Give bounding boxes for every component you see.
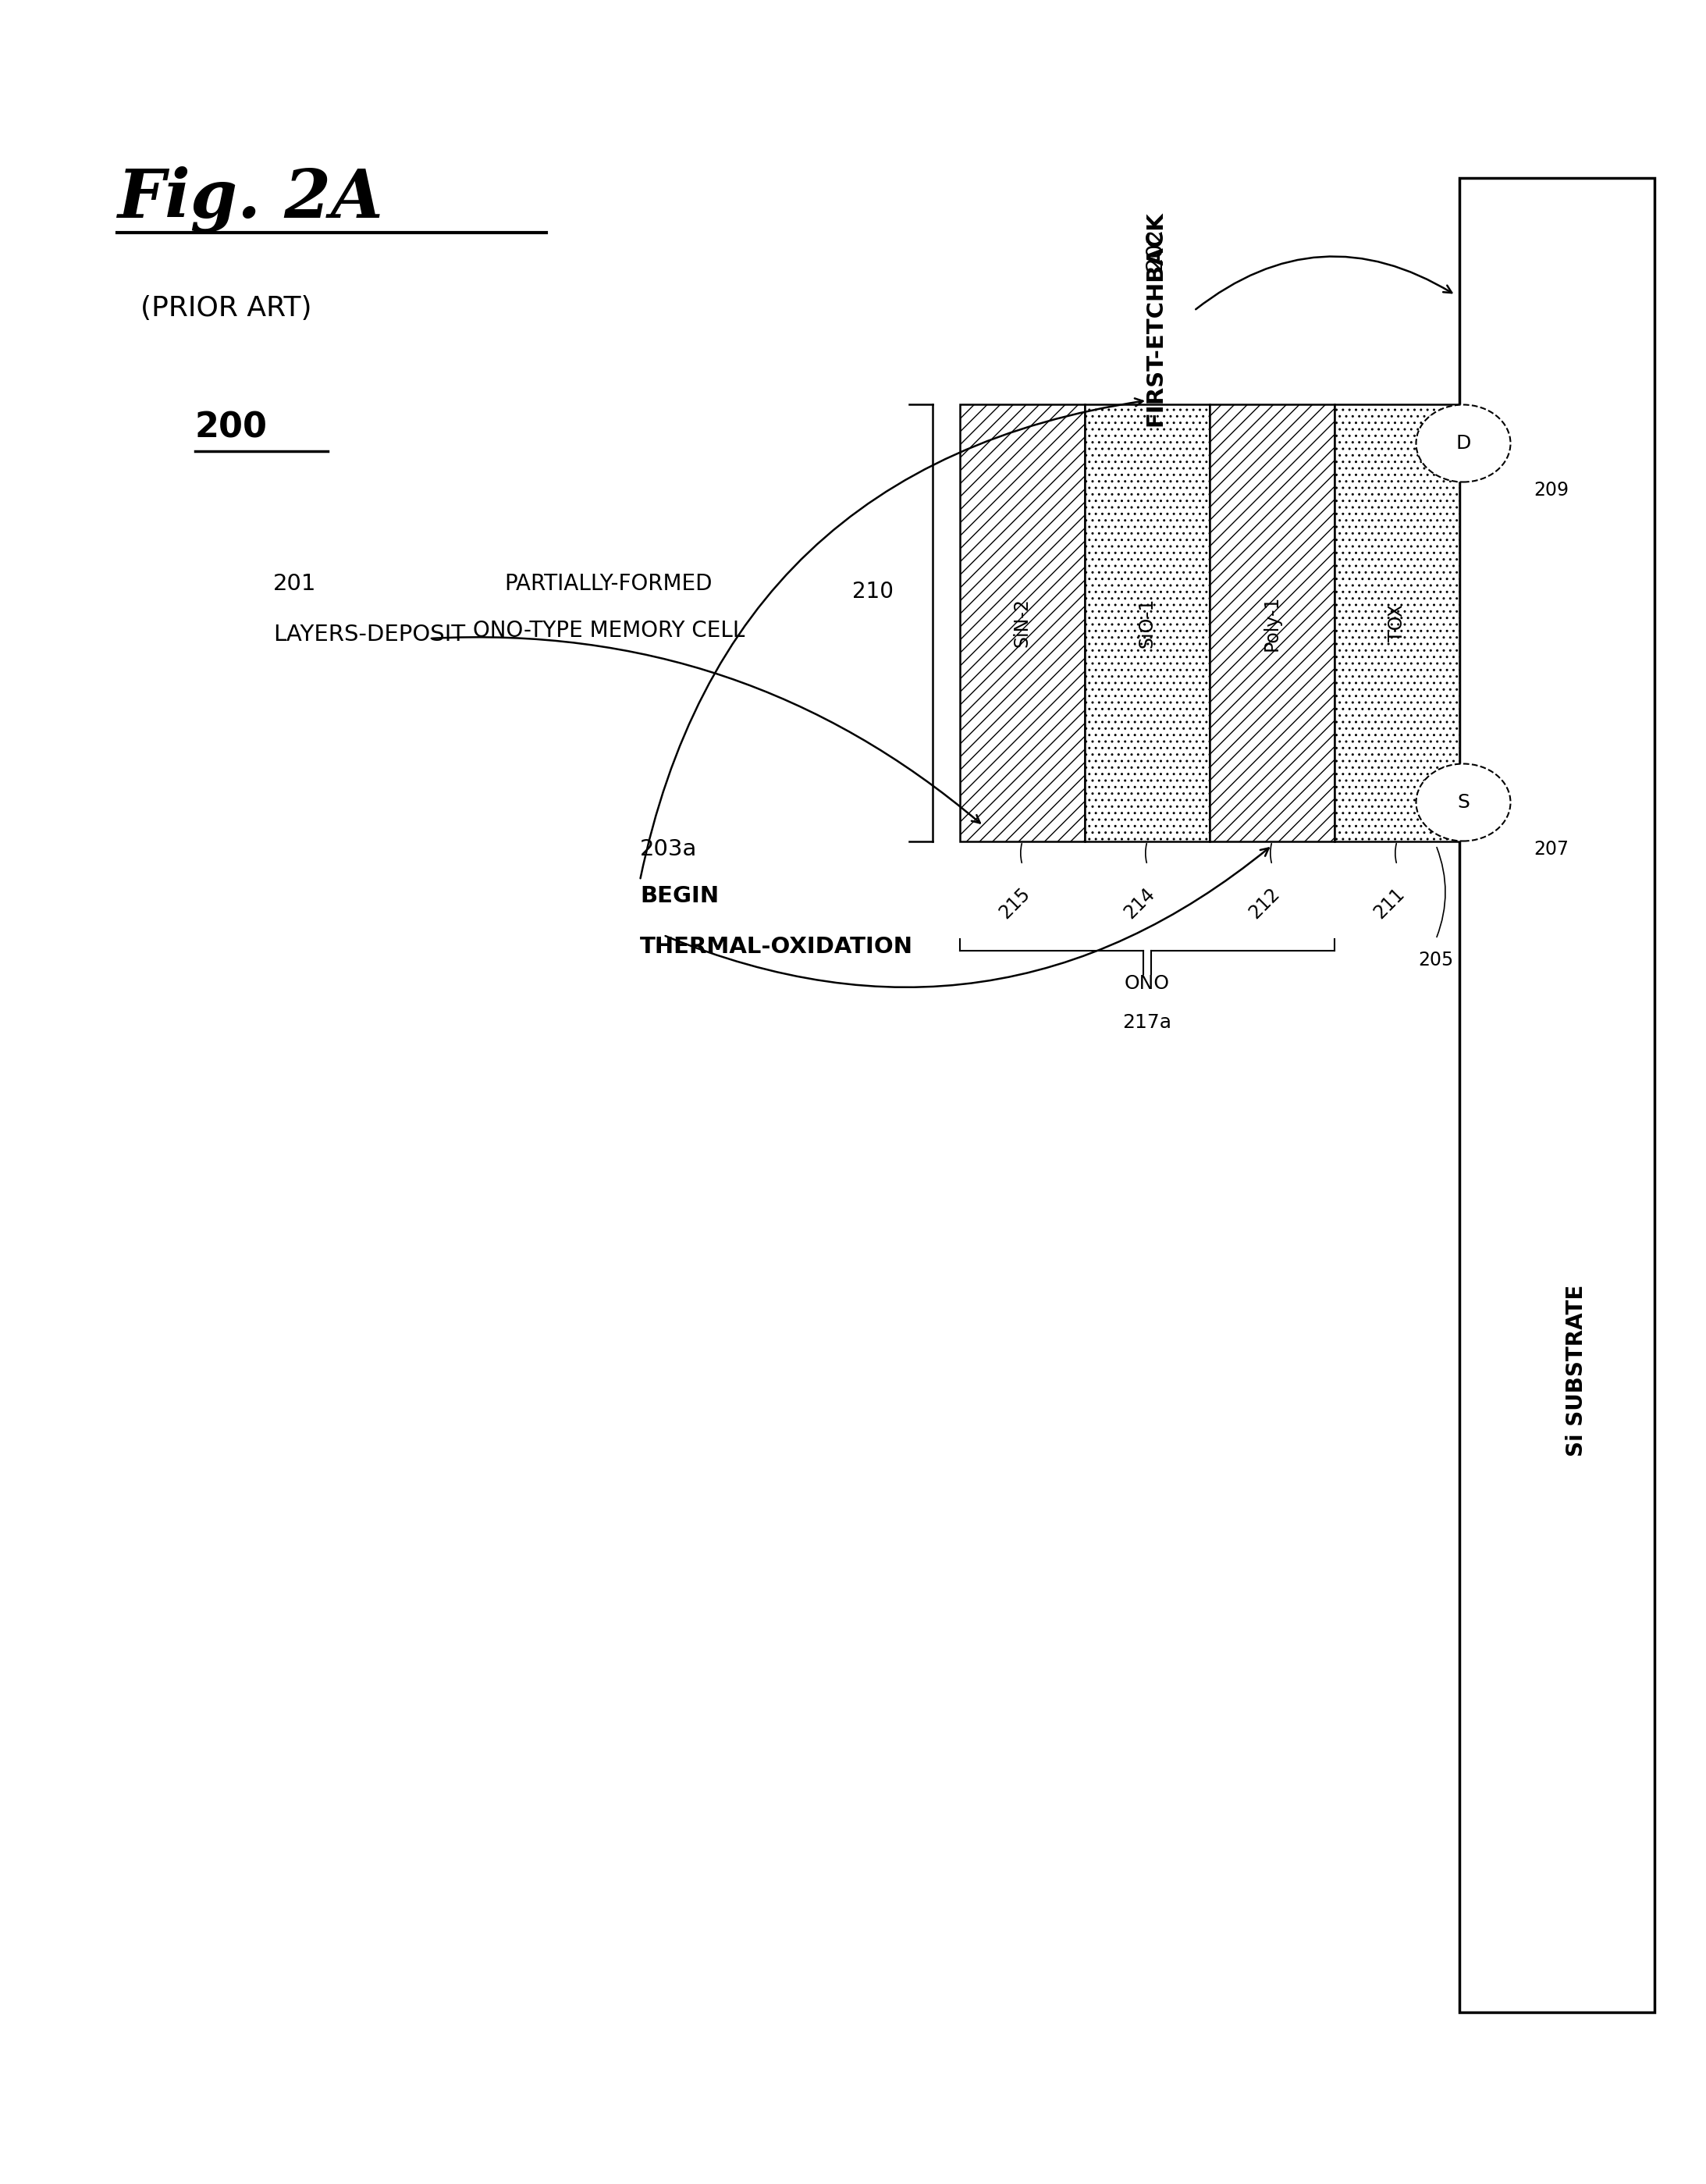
Text: 207: 207 xyxy=(1534,841,1568,858)
Text: SiO-1: SiO-1 xyxy=(1138,598,1157,649)
Bar xyxy=(1210,404,1334,841)
Text: 217a: 217a xyxy=(1123,1013,1172,1031)
Text: THERMAL-OXIDATION: THERMAL-OXIDATION xyxy=(640,937,913,959)
Text: 203a: 203a xyxy=(640,839,698,860)
Text: 210: 210 xyxy=(853,581,894,603)
Ellipse shape xyxy=(1416,404,1510,483)
Text: 212: 212 xyxy=(1245,885,1283,922)
Text: Poly-1: Poly-1 xyxy=(1262,594,1281,651)
Text: 202: 202 xyxy=(1145,227,1165,271)
Text: LAYERS-DEPOSIT: LAYERS-DEPOSIT xyxy=(273,625,466,646)
Text: D: D xyxy=(1455,435,1471,452)
Text: 214: 214 xyxy=(1121,885,1158,922)
Text: ONO-TYPE MEMORY CELL: ONO-TYPE MEMORY CELL xyxy=(473,620,744,642)
Bar xyxy=(1334,404,1459,841)
Text: 215: 215 xyxy=(996,885,1034,922)
Text: Fig. 2A: Fig. 2A xyxy=(118,166,384,234)
Bar xyxy=(1459,177,1655,2011)
Text: BEGIN: BEGIN xyxy=(640,885,718,906)
Text: 200: 200 xyxy=(194,411,268,446)
Text: 201: 201 xyxy=(273,572,316,594)
Text: 205: 205 xyxy=(1418,950,1454,970)
Text: SiN-2: SiN-2 xyxy=(1013,598,1032,646)
Text: FIRST-ETCHBACK: FIRST-ETCHBACK xyxy=(1145,212,1165,426)
Ellipse shape xyxy=(1416,764,1510,841)
Bar xyxy=(960,404,1085,841)
Text: Si SUBSTRATE: Si SUBSTRATE xyxy=(1566,1284,1587,1457)
Text: TOX: TOX xyxy=(1387,605,1406,642)
Bar xyxy=(1085,404,1210,841)
Text: (PRIOR ART): (PRIOR ART) xyxy=(140,295,312,321)
Text: 209: 209 xyxy=(1534,480,1568,500)
Text: ONO: ONO xyxy=(1124,974,1170,994)
Text: PARTIALLY-FORMED: PARTIALLY-FORMED xyxy=(505,572,713,594)
Text: S: S xyxy=(1457,793,1469,812)
Text: 211: 211 xyxy=(1370,885,1407,922)
